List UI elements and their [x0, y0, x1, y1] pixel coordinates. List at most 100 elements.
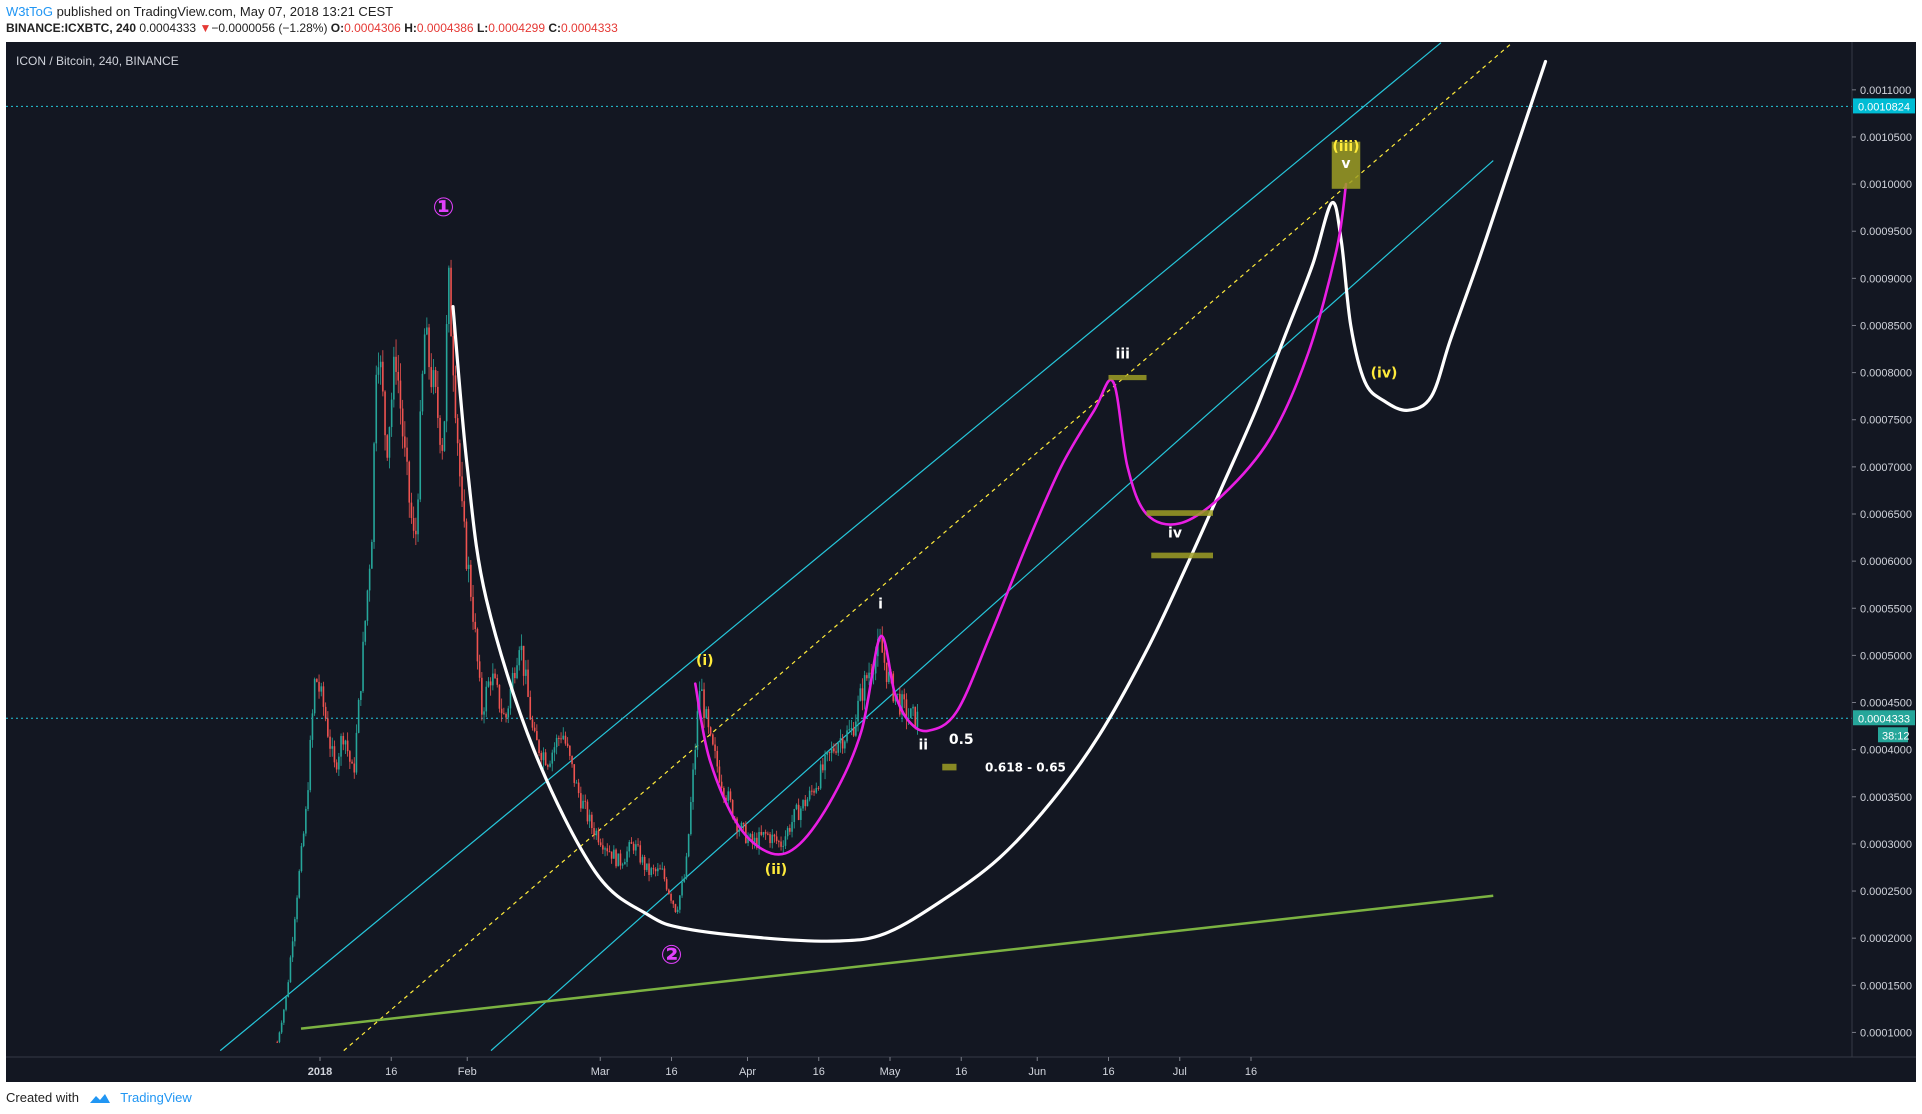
- candle-body: [602, 845, 604, 850]
- candle-body: [839, 738, 842, 744]
- current-price-badge: [1853, 710, 1915, 726]
- candle-body: [500, 708, 503, 714]
- x-tick-label: 16: [665, 1066, 677, 1078]
- candle-body: [562, 735, 565, 739]
- target-box-0: [1108, 374, 1147, 381]
- candle-body: [507, 708, 510, 718]
- candle-body: [789, 828, 791, 832]
- candle-body: [357, 699, 360, 733]
- x-tick-label: 2018: [308, 1066, 332, 1078]
- magenta-projection-path: [693, 182, 1348, 856]
- candle-body: [399, 380, 402, 409]
- candle-body: [421, 373, 424, 412]
- candle-body: [285, 996, 287, 1010]
- candle-body: [393, 356, 395, 400]
- candle-body: [646, 863, 648, 870]
- last-price: 0.0004333: [139, 21, 197, 35]
- candle-body: [529, 696, 532, 720]
- y-tick-label: 0.0010500: [1860, 132, 1912, 144]
- candle-body: [705, 709, 708, 718]
- candle-body: [327, 718, 329, 737]
- y-tick-label: 0.0004500: [1860, 698, 1912, 710]
- candle-body: [813, 790, 815, 793]
- x-tick-label: 16: [1102, 1066, 1114, 1078]
- x-tick-label: Jul: [1173, 1066, 1187, 1078]
- chart-panel[interactable]: [6, 42, 1916, 1082]
- candle-body: [740, 822, 743, 830]
- candle-body: [364, 620, 367, 642]
- candle-body: [896, 693, 899, 695]
- candle-body: [311, 713, 314, 740]
- target-box-4: [1331, 141, 1361, 189]
- candle-body: [855, 721, 857, 736]
- candle-body: [784, 836, 787, 846]
- candle-body: [577, 782, 580, 794]
- candle-body: [531, 719, 534, 728]
- close-value: 0.0004333: [561, 21, 618, 35]
- x-tick-label: 16: [1245, 1066, 1257, 1078]
- candle-body: [362, 641, 364, 692]
- candle-body: [720, 781, 723, 789]
- candle-body: [434, 370, 437, 387]
- candle-body: [659, 868, 661, 870]
- x-tick-label: Mar: [591, 1066, 610, 1078]
- candle-body: [850, 728, 853, 730]
- candle-body: [780, 841, 782, 847]
- candle-body: [324, 706, 327, 719]
- candle-body: [340, 736, 342, 757]
- change-value: −0.0000056 (−1.28%): [211, 21, 328, 35]
- symbol-label: BINANCE:ICXBTC, 240: [6, 21, 137, 35]
- candle-body: [775, 836, 778, 842]
- wave-label-1: ②: [660, 941, 682, 971]
- candle-body: [538, 740, 540, 754]
- candle-body: [489, 681, 492, 686]
- candle-body: [309, 739, 312, 791]
- y-tick-label: 0.0003500: [1860, 792, 1912, 804]
- candle-body: [817, 787, 820, 789]
- candle-body: [621, 864, 624, 866]
- candle-body: [331, 746, 334, 749]
- candle-body: [492, 673, 494, 686]
- wave-label-9: iv: [1168, 526, 1182, 542]
- candle-body: [654, 869, 657, 872]
- candle-body: [626, 851, 628, 862]
- publish-text: published on TradingView.com, May 07, 20…: [52, 4, 394, 19]
- candle-body: [859, 688, 862, 701]
- candle-body: [791, 822, 793, 832]
- candle-body: [672, 900, 675, 905]
- candle-body: [637, 844, 639, 846]
- candle-body: [415, 530, 417, 535]
- candle-body: [905, 699, 908, 720]
- y-tick-label: 0.0011000: [1860, 85, 1911, 97]
- candle-body: [382, 361, 384, 392]
- high-value: 0.0004386: [416, 21, 474, 35]
- candle-body: [564, 735, 567, 744]
- candle-body: [599, 842, 602, 846]
- candle-body: [560, 738, 562, 740]
- author-link[interactable]: W3tToG: [6, 4, 53, 19]
- candle-body: [549, 763, 551, 767]
- candle-body: [307, 790, 309, 810]
- candle-body: [723, 788, 725, 798]
- candle-body: [718, 766, 721, 782]
- candle-body: [445, 324, 448, 422]
- x-tick-label: 16: [385, 1066, 397, 1078]
- candle-body: [701, 689, 703, 692]
- candle-body: [727, 791, 730, 802]
- candle-body: [344, 740, 347, 745]
- horizontal-level-badge-text: 0.0010824: [1858, 101, 1910, 113]
- candle-body: [287, 982, 290, 997]
- candle-body: [542, 752, 545, 761]
- candle-body: [580, 793, 582, 809]
- y-tick-label: 0.0007500: [1860, 415, 1912, 427]
- candle-body: [635, 844, 637, 851]
- close-label: C:: [548, 21, 562, 35]
- candle-body: [606, 848, 609, 852]
- tradingview-link[interactable]: TradingView: [120, 1090, 192, 1105]
- candle-body: [907, 717, 910, 720]
- high-label: H:: [404, 21, 417, 35]
- candle-body: [861, 688, 864, 701]
- candle-body: [320, 686, 323, 692]
- candle-body: [313, 679, 316, 714]
